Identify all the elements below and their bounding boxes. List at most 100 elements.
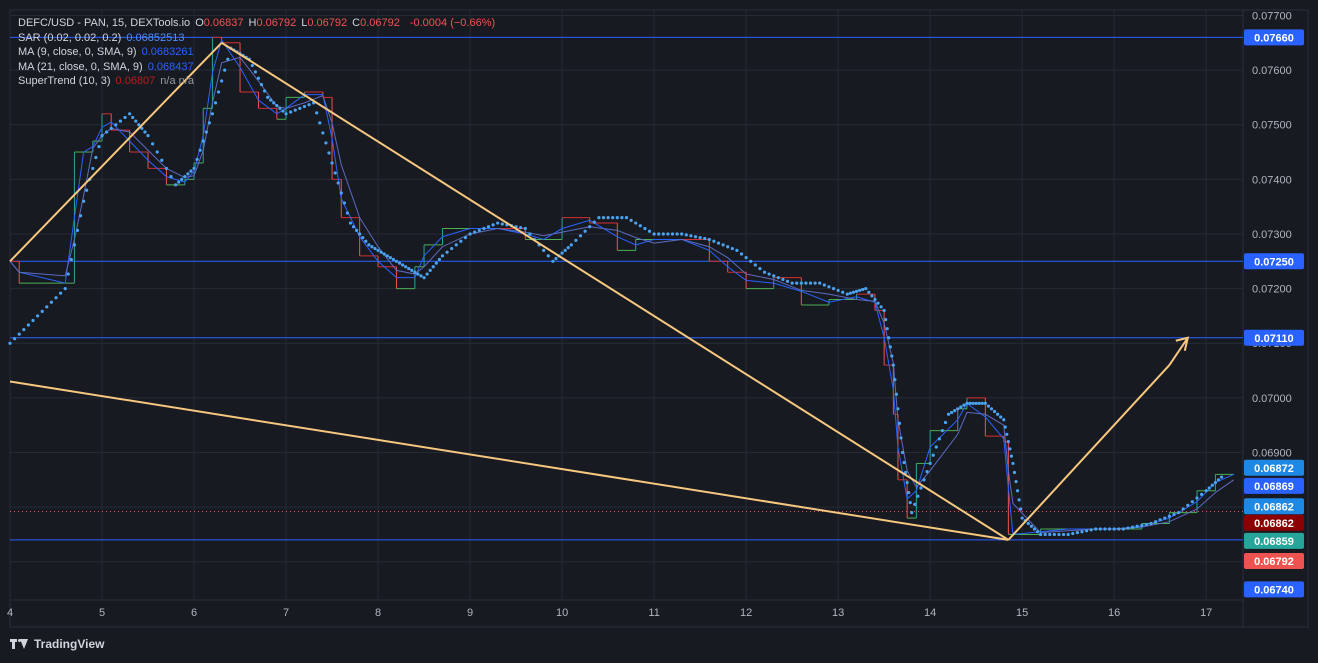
symbol-line[interactable]: DEFC/USD - PAN, 15, DEXTools.io: [18, 17, 191, 29]
sar-dot: [684, 233, 688, 237]
sar-dot: [333, 171, 337, 175]
sar-dot: [348, 221, 353, 225]
sar-dot: [884, 317, 888, 322]
sar-dot: [26, 323, 31, 327]
sar-dot: [1035, 530, 1040, 534]
sar-dot: [118, 119, 123, 123]
sar-dot: [1080, 530, 1084, 534]
sar-dot: [1002, 418, 1006, 422]
sar-dot: [974, 401, 978, 405]
sar-dot: [321, 131, 325, 135]
indicator-extra: n/a n/a: [160, 75, 194, 87]
sar-dot: [749, 259, 753, 263]
sar-dot: [169, 175, 173, 179]
x-tick-label: 14: [924, 607, 936, 619]
sar-dot: [354, 228, 359, 232]
sar-dot: [542, 248, 546, 252]
sar-dot: [482, 226, 486, 231]
sar-dot: [983, 401, 987, 405]
indicator-row[interactable]: MA (9, close, 0, SMA, 9) 0.0683261: [18, 45, 495, 60]
sar-dot: [1029, 524, 1033, 528]
sar-dot: [256, 76, 261, 80]
sar-dot: [1158, 518, 1162, 522]
sar-dot: [657, 232, 661, 236]
sar-dot: [450, 246, 454, 251]
sar-dot: [207, 121, 211, 125]
indicator-row[interactable]: SuperTrend (10, 3) 0.06807 n/a n/a: [18, 74, 495, 89]
sar-dot: [588, 225, 592, 229]
sar-dot: [1005, 432, 1009, 436]
sar-dot: [744, 256, 748, 260]
ohlc-key: L: [301, 17, 308, 29]
sar-dot: [105, 130, 109, 134]
indicator-value: 0.06807: [115, 75, 156, 87]
sar-dot: [45, 305, 49, 309]
sar-dot: [431, 265, 435, 269]
sar-dot: [841, 290, 845, 294]
sar-dot: [336, 181, 340, 185]
trendline: [1168, 337, 1189, 366]
x-tick-label: 16: [1108, 607, 1120, 619]
sar-dot: [922, 478, 926, 482]
sar-dot: [767, 272, 771, 276]
tradingview-branding[interactable]: TradingView: [10, 637, 104, 651]
price-axis-badge: [1244, 553, 1304, 569]
trendline: [9, 42, 223, 262]
sar-dot: [114, 123, 118, 127]
sar-dot: [959, 405, 963, 409]
price-axis-badge-label: 0.06869: [1254, 481, 1294, 493]
indicator-row[interactable]: SAR (0.02, 0.02, 0.2) 0.06852513: [18, 31, 495, 46]
sar-dot: [477, 228, 481, 232]
sar-dot: [223, 68, 227, 72]
sar-dot: [1219, 475, 1224, 479]
price-axis-badge-label: 0.06862: [1254, 518, 1294, 530]
sar-dot: [953, 409, 957, 413]
sar-dot: [327, 151, 331, 155]
x-tick-label: 12: [740, 607, 752, 619]
sar-dot: [785, 279, 790, 283]
sar-dot: [606, 215, 610, 220]
trendline: [1007, 364, 1171, 541]
chart-legend: DEFC/USD - PAN, 15, DEXTools.io O0.06837…: [18, 16, 495, 89]
sar-dot: [900, 450, 905, 455]
indicator-value: 0.06852513: [126, 31, 185, 44]
sar-dot: [17, 332, 21, 336]
sar-dot: [468, 232, 472, 236]
sar-dot: [459, 239, 463, 243]
sar-dot: [1181, 507, 1185, 511]
sar-dot: [1163, 516, 1167, 520]
x-tick-label: 8: [375, 607, 381, 619]
sar-dot: [72, 243, 77, 247]
sar-dot: [861, 287, 865, 292]
sar-dot: [397, 261, 402, 265]
price-axis-badge: [1244, 532, 1304, 549]
sar-dot: [1112, 527, 1116, 531]
ma-fast-line: [9, 38, 1235, 535]
sar-dot: [1186, 503, 1190, 507]
sar-dot: [1126, 526, 1130, 530]
sar-dot: [367, 243, 371, 247]
sar-dot: [894, 392, 899, 396]
sar-dot: [351, 225, 356, 229]
sar-dot: [937, 437, 941, 441]
sar-dot: [78, 214, 83, 218]
sar-dot: [250, 63, 254, 68]
sar-dot: [315, 111, 319, 115]
sar-dot: [151, 142, 155, 146]
y-tick-label: 0.07700: [1252, 10, 1292, 22]
sar-dot: [897, 421, 902, 425]
sar-dot: [13, 337, 17, 341]
sar-dot: [63, 287, 67, 291]
sar-dot: [253, 70, 257, 74]
sar-dot: [739, 252, 744, 256]
sar-dot: [528, 232, 532, 236]
price-axis-badge-label: 0.06859: [1254, 536, 1294, 548]
sar-dot: [851, 290, 856, 294]
sar-dot: [1207, 486, 1211, 490]
sar-dot: [1011, 461, 1015, 466]
indicator-row[interactable]: MA (21, close, 0, SMA, 9) 0.068437: [18, 60, 495, 75]
sar-dot: [735, 248, 739, 252]
y-tick-label: 0.07500: [1252, 120, 1292, 132]
sar-dot: [1043, 532, 1047, 537]
